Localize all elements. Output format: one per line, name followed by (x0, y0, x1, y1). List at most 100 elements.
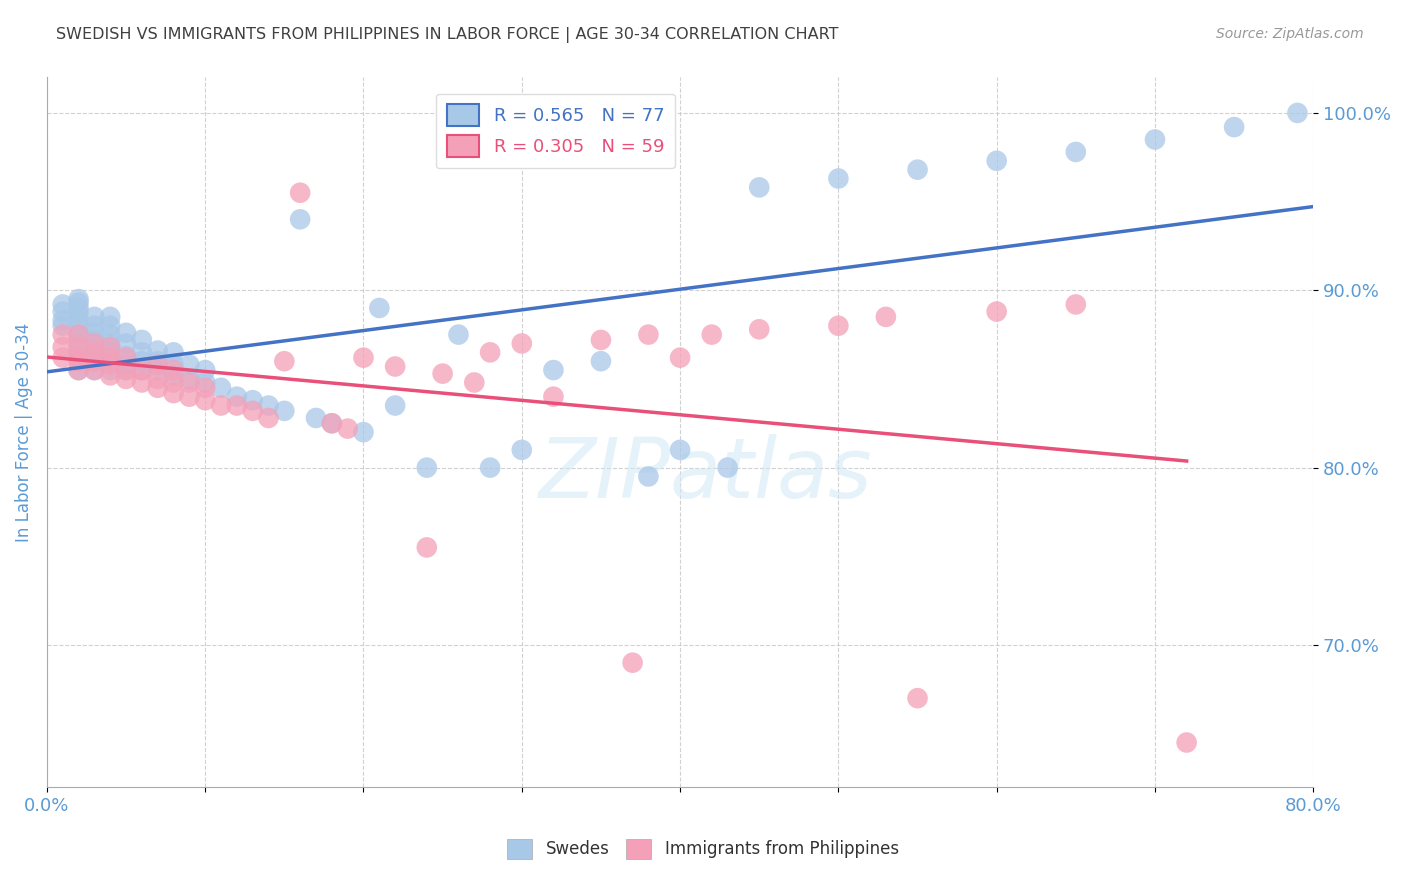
Point (1064, 297, 1087, 311)
Point (257, 411, 280, 425)
Point (589, 333, 612, 347)
Point (98, 368, 121, 383)
Point (162, 376, 184, 390)
Point (98, 310, 121, 324)
Point (1223, 120, 1246, 134)
Point (669, 442, 692, 457)
Point (67, 313, 90, 327)
Point (115, 358, 138, 372)
Point (52, 318, 75, 333)
Point (479, 460, 502, 475)
Point (700, 327, 723, 342)
Point (83, 363, 105, 377)
Point (146, 343, 169, 358)
Point (52, 313, 75, 327)
Point (384, 399, 406, 413)
Point (194, 381, 217, 395)
Point (543, 363, 565, 377)
Point (589, 354, 612, 368)
Point (67, 354, 90, 368)
Point (179, 358, 201, 372)
Text: SWEDISH VS IMMIGRANTS FROM PHILIPPINES IN LABOR FORCE | AGE 30-34 CORRELATION CH: SWEDISH VS IMMIGRANTS FROM PHILIPPINES I… (56, 27, 839, 43)
Point (115, 363, 138, 377)
Point (83, 326, 105, 340)
Point (463, 376, 485, 390)
Point (67, 363, 90, 377)
Point (52, 340, 75, 354)
Point (353, 425, 375, 439)
Point (67, 363, 90, 377)
Point (115, 372, 138, 386)
Point (1064, 145, 1087, 159)
Point (98, 336, 121, 351)
Text: ZIPatlas: ZIPatlas (538, 434, 872, 516)
Point (98, 354, 121, 368)
Point (194, 363, 217, 377)
Point (52, 351, 75, 365)
Point (273, 404, 295, 418)
Point (83, 336, 105, 351)
Point (162, 368, 184, 383)
Point (273, 354, 295, 368)
Point (98, 363, 121, 377)
Point (131, 333, 153, 347)
Point (131, 363, 153, 377)
Point (225, 399, 247, 413)
Point (52, 297, 75, 311)
Point (83, 349, 105, 363)
Point (353, 351, 375, 365)
Point (67, 327, 90, 342)
Point (67, 318, 90, 333)
Point (83, 345, 105, 359)
Point (98, 345, 121, 359)
Point (827, 171, 849, 186)
Point (67, 301, 90, 315)
Point (416, 541, 439, 555)
Point (447, 327, 470, 342)
Point (288, 186, 311, 200)
Point (83, 333, 105, 347)
Point (162, 358, 184, 372)
Point (52, 304, 75, 318)
Point (98, 318, 121, 333)
Point (83, 342, 105, 356)
Point (67, 336, 90, 351)
Point (67, 349, 90, 363)
Point (907, 162, 929, 177)
Point (52, 327, 75, 342)
Point (209, 381, 232, 395)
Point (543, 390, 565, 404)
Point (146, 381, 169, 395)
Y-axis label: In Labor Force | Age 30-34: In Labor Force | Age 30-34 (15, 323, 32, 541)
Point (67, 327, 90, 342)
Point (115, 349, 138, 363)
Point (242, 404, 264, 418)
Point (288, 212, 311, 227)
Point (510, 336, 533, 351)
Point (1286, 106, 1309, 120)
Point (637, 327, 659, 342)
Point (986, 304, 1008, 318)
Point (98, 358, 121, 372)
Point (83, 318, 105, 333)
Point (162, 363, 184, 377)
Legend: R = 0.565   N = 77, R = 0.305   N = 59: R = 0.565 N = 77, R = 0.305 N = 59 (436, 94, 675, 169)
Point (98, 327, 121, 342)
Point (83, 354, 105, 368)
Point (368, 301, 391, 315)
Point (67, 340, 90, 354)
Text: Source: ZipAtlas.com: Source: ZipAtlas.com (1216, 27, 1364, 41)
Point (209, 399, 232, 413)
Point (67, 295, 90, 310)
Point (83, 310, 105, 324)
Point (748, 322, 770, 336)
Point (827, 318, 849, 333)
Point (986, 153, 1008, 168)
Point (115, 363, 138, 377)
Point (146, 363, 169, 377)
Point (115, 326, 138, 340)
Point (305, 411, 328, 425)
Point (115, 336, 138, 351)
Point (131, 363, 153, 377)
Point (1175, 735, 1198, 749)
